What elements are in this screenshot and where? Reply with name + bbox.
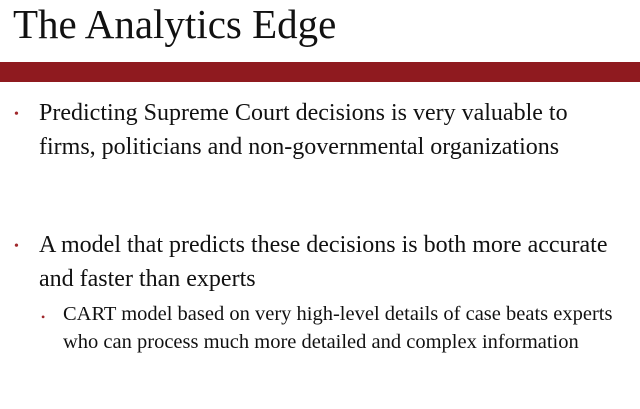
bullet-text: A model that predicts these decisions is… [39, 232, 608, 292]
title-accent-bar [0, 62, 640, 82]
slide-title: The Analytics Edge [13, 1, 337, 47]
sub-bullet-text: CART model based on very high-level deta… [63, 303, 613, 353]
bullet-marker: • [14, 107, 19, 122]
sub-bullet-marker: • [41, 310, 46, 324]
bullet-marker: • [14, 239, 19, 254]
bullet-text: Predicting Supreme Court decisions is ve… [39, 100, 568, 160]
